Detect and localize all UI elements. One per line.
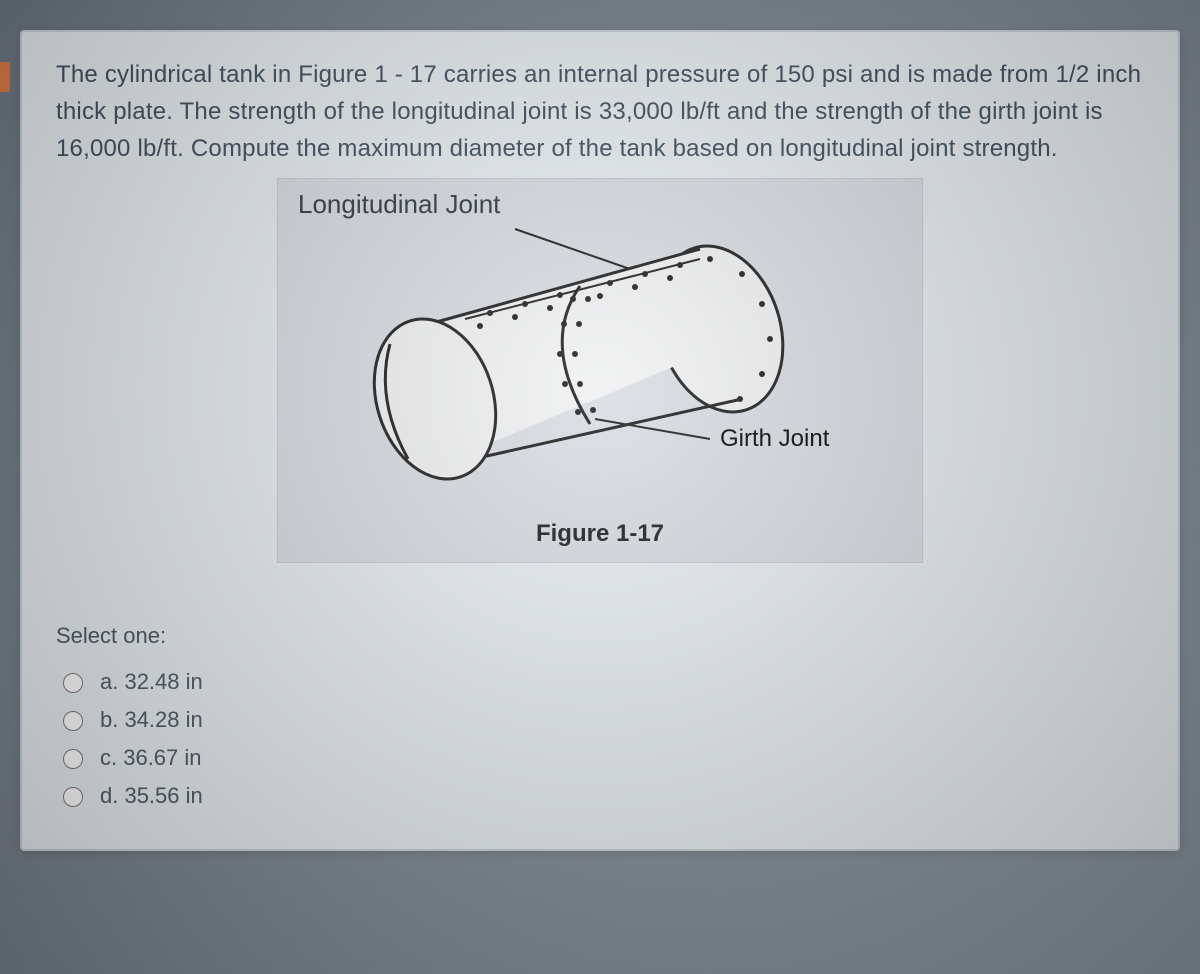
option-d[interactable]: d. 35.56 in [56,777,1144,815]
radio-a[interactable] [63,673,83,693]
figure-panel: Longitudinal Joint [277,178,923,563]
option-a[interactable]: a. 32.48 in [56,663,1144,701]
cylinder-diagram: Girth Joint [290,214,910,514]
sidebar-accent [0,62,10,92]
option-c[interactable]: c. 36.67 in [56,739,1144,777]
question-card: The cylindrical tank in Figure 1 - 17 ca… [20,30,1180,851]
radio-c[interactable] [63,749,83,769]
radio-d[interactable] [63,787,83,807]
select-one-prompt: Select one: [56,623,1144,649]
option-d-label: d. 35.56 in [100,783,203,809]
figure-caption: Figure 1-17 [290,520,910,548]
girth-joint-label: Girth Joint [720,425,830,452]
option-b-label: b. 34.28 in [100,707,203,733]
question-text: The cylindrical tank in Figure 1 - 17 ca… [56,56,1144,168]
option-b[interactable]: b. 34.28 in [56,701,1144,739]
option-a-label: a. 32.48 in [100,669,203,695]
option-c-label: c. 36.67 in [100,745,202,771]
answers-block: Select one: a. 32.48 in b. 34.28 in c. 3… [56,623,1144,815]
radio-b[interactable] [63,711,83,731]
